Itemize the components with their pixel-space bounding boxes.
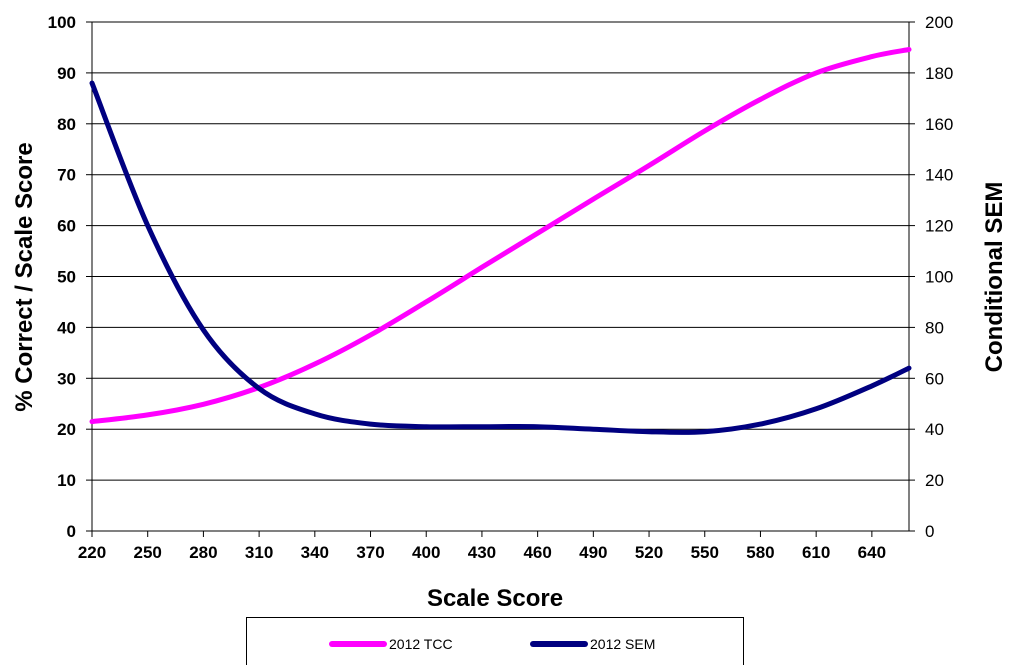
- right-axis-title: Conditional SEM: [981, 182, 1008, 373]
- right-tick-label: 20: [925, 471, 944, 490]
- left-tick-label: 40: [57, 318, 76, 337]
- x-tick-label: 490: [579, 543, 607, 562]
- right-tick-label: 40: [925, 420, 944, 439]
- left-tick-label: 70: [57, 166, 76, 185]
- left-tick-label: 0: [67, 522, 76, 541]
- right-axis-ticks: 0 20 40 60 80 100 120 140 160 180 200: [909, 13, 953, 541]
- legend-label-sem: 2012 SEM: [590, 636, 656, 652]
- left-axis-title: % Correct / Scale Score: [11, 142, 38, 411]
- right-tick-label: 80: [925, 318, 944, 337]
- series-line-tcc: [89, 47, 912, 425]
- legend-item-tcc: 2012 TCC: [329, 636, 453, 652]
- left-axis-ticks: 0 10 20 30 40 50 60 70 80 90 100: [48, 13, 92, 541]
- x-tick-label: 370: [356, 543, 384, 562]
- x-tick-label: 580: [746, 543, 774, 562]
- legend-swatch-tcc: [329, 641, 387, 647]
- legend-item-sem: 2012 SEM: [530, 636, 655, 652]
- left-tick-label: 50: [57, 268, 76, 287]
- left-tick-label: 60: [57, 217, 76, 236]
- left-tick-label: 20: [57, 420, 76, 439]
- right-tick-label: 0: [925, 522, 934, 541]
- right-tick-label: 200: [925, 13, 953, 32]
- x-tick-label: 430: [468, 543, 496, 562]
- x-tick-label: 550: [691, 543, 719, 562]
- x-tick-label: 340: [301, 543, 329, 562]
- x-tick-label: 280: [189, 543, 217, 562]
- series-line-sem: [89, 80, 912, 435]
- legend-swatch-sem: [530, 641, 588, 647]
- left-tick-label: 30: [57, 369, 76, 388]
- gridlines: [92, 21, 909, 481]
- x-tick-label: 640: [858, 543, 886, 562]
- right-tick-label: 120: [925, 217, 953, 236]
- x-tick-label: 400: [412, 543, 440, 562]
- left-tick-label: 80: [57, 115, 76, 134]
- chart: 0 10 20 30 40 50 60 70 80 90 100 0 20 40 60 80 100 120 14…: [11, 13, 1008, 612]
- right-tick-label: 100: [925, 268, 953, 287]
- left-tick-label: 10: [57, 471, 76, 490]
- x-tick-label: 310: [245, 543, 273, 562]
- left-tick-label: 100: [48, 13, 76, 32]
- x-tick-label: 250: [134, 543, 162, 562]
- right-tick-label: 180: [925, 64, 953, 83]
- right-tick-label: 60: [925, 369, 944, 388]
- series-lines: [89, 47, 912, 435]
- x-tick-label: 460: [523, 543, 551, 562]
- legend: 2012 TCC 2012 SEM: [246, 617, 744, 665]
- x-tick-label: 520: [635, 543, 663, 562]
- x-axis-title: Scale Score: [427, 585, 563, 612]
- left-tick-label: 90: [57, 64, 76, 83]
- right-tick-label: 140: [925, 166, 953, 185]
- x-tick-label: 220: [78, 543, 106, 562]
- x-axis-ticks: 220 250 280 310 340 370 400 430 460 490 520 550 580 6…: [78, 531, 886, 562]
- legend-label-tcc: 2012 TCC: [389, 636, 453, 652]
- x-tick-label: 610: [802, 543, 830, 562]
- right-tick-label: 160: [925, 115, 953, 134]
